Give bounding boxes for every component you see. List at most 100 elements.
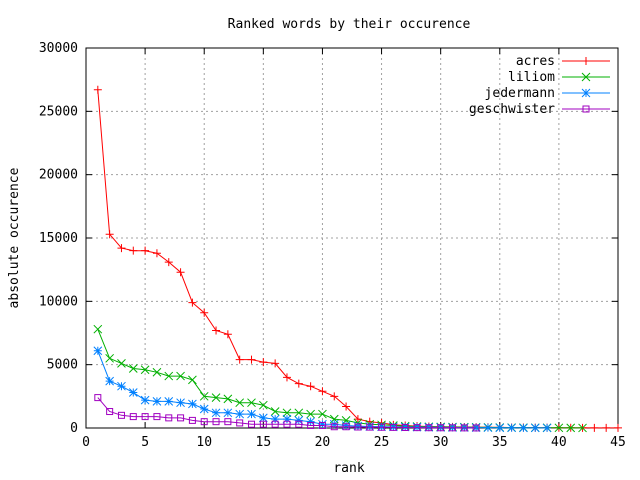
data-point bbox=[247, 409, 256, 419]
data-point bbox=[106, 408, 114, 416]
data-point bbox=[93, 346, 103, 356]
legend-marker bbox=[582, 57, 590, 65]
data-point bbox=[353, 421, 363, 431]
data-point bbox=[530, 423, 540, 433]
data-point bbox=[294, 408, 304, 418]
data-point bbox=[460, 424, 468, 432]
data-point bbox=[176, 268, 185, 277]
data-point bbox=[448, 424, 456, 432]
data-point bbox=[259, 420, 267, 428]
data-point bbox=[199, 391, 209, 401]
data-point bbox=[200, 308, 209, 317]
data-point bbox=[129, 413, 137, 421]
data-point bbox=[342, 402, 351, 411]
data-point bbox=[235, 398, 245, 408]
y-tick-label: 0 bbox=[70, 421, 78, 436]
data-point bbox=[153, 413, 161, 421]
data-point bbox=[200, 418, 208, 426]
data-point bbox=[223, 408, 233, 418]
data-point bbox=[141, 246, 150, 255]
data-point bbox=[117, 411, 125, 419]
data-point bbox=[223, 394, 233, 404]
data-point bbox=[389, 422, 398, 432]
x-tick-label: 10 bbox=[196, 435, 212, 450]
series-line-acres bbox=[97, 89, 618, 429]
data-point bbox=[236, 419, 244, 427]
data-point bbox=[129, 246, 138, 255]
data-point bbox=[164, 397, 174, 406]
data-point bbox=[152, 397, 162, 406]
x-tick-label: 45 bbox=[610, 435, 626, 450]
series-liliom bbox=[93, 324, 587, 433]
data-point bbox=[165, 414, 173, 422]
legend-label: geschwister bbox=[469, 102, 555, 117]
data-point bbox=[413, 424, 421, 432]
data-point bbox=[224, 418, 232, 426]
x-axis-label: rank bbox=[333, 461, 364, 476]
series-acres bbox=[93, 85, 622, 432]
data-point bbox=[566, 423, 576, 433]
data-point bbox=[270, 414, 280, 424]
data-point bbox=[283, 420, 291, 428]
data-point bbox=[140, 395, 150, 405]
data-point bbox=[294, 379, 303, 388]
data-point bbox=[247, 398, 256, 408]
legend-marker bbox=[581, 88, 591, 98]
data-point bbox=[247, 355, 256, 364]
data-point bbox=[212, 418, 220, 426]
data-point bbox=[282, 414, 292, 424]
x-tick-label: 5 bbox=[141, 435, 149, 450]
data-point bbox=[366, 423, 374, 431]
data-point bbox=[542, 423, 552, 433]
data-point bbox=[590, 423, 599, 432]
x-tick-label: 20 bbox=[315, 435, 331, 450]
data-point bbox=[105, 230, 114, 239]
data-point bbox=[176, 398, 185, 408]
x-tick-label: 35 bbox=[492, 435, 508, 450]
data-point bbox=[128, 388, 138, 397]
grid-lines bbox=[86, 48, 618, 428]
data-point bbox=[105, 353, 114, 363]
data-point bbox=[223, 330, 232, 339]
data-point bbox=[437, 424, 445, 432]
data-point bbox=[425, 424, 433, 432]
y-tick-label: 20000 bbox=[39, 168, 78, 183]
data-point bbox=[306, 382, 315, 391]
data-point bbox=[295, 420, 303, 428]
data-point bbox=[282, 373, 291, 382]
data-point bbox=[211, 393, 221, 402]
data-point bbox=[306, 417, 315, 427]
data-point bbox=[188, 399, 197, 409]
data-point bbox=[307, 421, 315, 429]
data-point bbox=[389, 423, 397, 431]
data-point bbox=[152, 367, 162, 377]
data-point bbox=[602, 423, 611, 432]
data-point bbox=[378, 423, 386, 431]
legend-marker bbox=[581, 72, 591, 82]
data-point bbox=[341, 421, 351, 430]
data-point bbox=[271, 359, 280, 368]
data-point bbox=[188, 416, 196, 424]
data-point bbox=[271, 420, 279, 428]
chart-title: Ranked words by their occurence bbox=[228, 17, 471, 32]
data-point bbox=[318, 387, 327, 396]
y-tick-label: 15000 bbox=[39, 231, 78, 246]
data-point bbox=[507, 423, 516, 433]
data-point bbox=[105, 376, 114, 386]
data-point bbox=[318, 409, 327, 419]
legend-label: acres bbox=[516, 54, 555, 69]
data-point bbox=[342, 423, 350, 431]
data-point bbox=[128, 364, 138, 373]
data-point bbox=[211, 408, 221, 418]
data-point bbox=[294, 416, 304, 425]
data-point bbox=[258, 413, 268, 423]
data-point bbox=[177, 414, 185, 422]
data-point bbox=[258, 400, 268, 410]
data-point bbox=[472, 424, 480, 432]
data-point bbox=[354, 423, 362, 431]
data-point bbox=[330, 392, 339, 401]
data-point bbox=[235, 409, 245, 419]
data-point bbox=[94, 394, 102, 402]
y-tick-label: 5000 bbox=[47, 358, 78, 373]
x-tick-label: 0 bbox=[82, 435, 90, 450]
